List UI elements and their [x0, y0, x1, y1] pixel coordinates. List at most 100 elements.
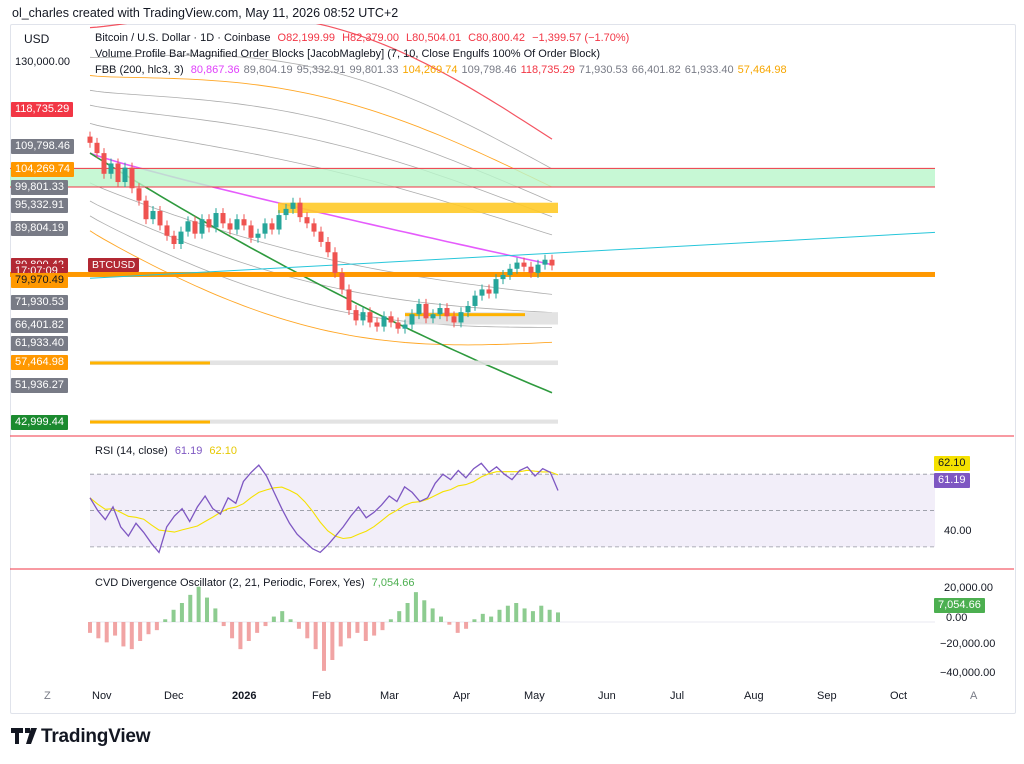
candle-body-14	[185, 221, 191, 232]
cvd-pane	[88, 586, 935, 671]
fbb-band-9	[89, 215, 552, 328]
time-tick-nov: Nov	[92, 690, 112, 702]
time-tick-jun: Jun	[598, 690, 616, 702]
cvd-bar-14	[205, 597, 209, 622]
candle-body-45	[402, 324, 408, 329]
rsi-ma-value: 62.10	[209, 445, 237, 457]
cvd-axis-20000: 20,000.00	[944, 582, 993, 594]
cvd-bar-2	[104, 622, 109, 643]
cvd-bar-45	[464, 622, 469, 629]
cvd-bar-46	[472, 619, 477, 622]
candle-body-31	[304, 217, 310, 224]
cvd-bar-37	[397, 611, 402, 622]
candle-body-61	[514, 262, 520, 269]
price-label-3: 104,269.74	[11, 161, 75, 177]
fbb-band-10	[89, 230, 553, 346]
candle-body-65	[542, 259, 548, 265]
rsi-current-label-text: 61.19	[938, 474, 966, 486]
fbb-band-5	[89, 54, 553, 170]
cvd-bar-48	[489, 616, 494, 622]
ohlc-high: H82,379.00	[342, 32, 399, 44]
cvd-bar-50	[505, 605, 510, 622]
candle-body-22	[241, 219, 247, 226]
fbb-band-6	[89, 24, 553, 140]
fbb-band-2	[89, 104, 553, 218]
legend-volume-profile[interactable]: Volume Profile Bar-Magnified Order Block…	[95, 48, 604, 60]
currency-label: USD	[24, 32, 50, 46]
cvd-bar-6	[138, 622, 143, 641]
cvd-bar-33	[363, 622, 368, 641]
price-label-11: 71,930.53	[11, 295, 68, 311]
candle-body-63	[528, 266, 534, 273]
candle-body-52	[451, 316, 457, 323]
candle-body-11	[164, 225, 170, 236]
cvd-value: 7,054.66	[371, 577, 415, 589]
auto-scale-button[interactable]: A	[970, 690, 978, 702]
cvd-bar-53	[530, 611, 535, 622]
cvd-bar-0	[88, 622, 92, 633]
cvd-legend[interactable]: CVD Divergence Oscillator (2, 21, Period…	[95, 577, 419, 589]
candle-body-5	[122, 167, 128, 183]
fbb-value-7: 71,930.53	[578, 64, 628, 76]
candle-body-40	[367, 312, 373, 323]
btcusd-tag-label: BTCUSD	[92, 259, 136, 271]
fbb-value-0: 80,867.36	[190, 64, 240, 76]
chart-credit: ol_charles created with TradingView.com,…	[12, 6, 399, 20]
cvd-bar-36	[388, 619, 393, 622]
candle-body-30	[297, 202, 303, 218]
rsi-legend[interactable]: RSI (14, close) 61.19 62.10	[95, 445, 241, 457]
cvd-bar-16	[221, 622, 226, 627]
candle-body-7	[136, 188, 142, 201]
currency-button[interactable]: USD	[20, 30, 54, 48]
rsi-value: 61.19	[174, 445, 203, 457]
candle-body-42	[381, 316, 387, 327]
cvd-bar-34	[372, 622, 377, 636]
cvd-bar-40	[422, 600, 427, 622]
candle-body-60	[507, 268, 513, 275]
candle-body-38	[353, 310, 359, 321]
candle-body-17	[206, 219, 212, 228]
order-block-2	[90, 360, 558, 366]
candle-body-27	[276, 215, 282, 230]
candle-body-39	[360, 312, 366, 321]
cvd-bar-27	[313, 622, 318, 650]
legend-symbol-row[interactable]: Bitcoin / U.S. Dollar · 1D · Coinbase O8…	[95, 32, 633, 44]
candle-body-44	[395, 322, 401, 329]
price-level-line	[10, 271, 935, 277]
cvd-bar-44	[455, 622, 460, 633]
price-label-0: 130,000.00	[15, 56, 71, 69]
candle-body-57	[486, 289, 492, 294]
cvd-bar-54	[539, 605, 544, 622]
price-label-1: 118,735.29	[11, 101, 74, 117]
time-tick-oct: Oct	[890, 690, 908, 702]
zoom-left-button[interactable]: Z	[44, 690, 51, 702]
legend-fbb[interactable]: FBB (200, hlc3, 3) 80,867.36 89,804.19 95,…	[95, 64, 791, 76]
time-tick-jul: Jul	[670, 690, 685, 702]
cvd-bar-29	[330, 622, 335, 660]
cvd-bar-4	[121, 622, 126, 647]
price-label-10: 79,970.49	[11, 272, 68, 288]
chart-canvas[interactable]	[10, 24, 1014, 712]
cvd-bar-18	[238, 622, 243, 650]
price-label-2: 109,798.46	[11, 138, 75, 154]
time-tick-may: May	[524, 690, 545, 702]
supply-zone	[10, 168, 935, 187]
pane-separators	[10, 435, 1014, 570]
cvd-bar-11	[179, 603, 184, 622]
cvd-bar-25	[296, 622, 301, 629]
cvd-bar-39	[413, 592, 418, 622]
candle-body-56	[479, 289, 485, 296]
candle-body-51	[444, 308, 450, 317]
candle-body-32	[311, 223, 317, 232]
time-tick-feb: Feb	[312, 690, 331, 702]
cvd-current-label-text: 7,054.66	[938, 599, 981, 611]
candle-body-47	[416, 303, 422, 315]
chart-frame	[10, 24, 1016, 714]
price-label-16: 42,999.44	[11, 414, 68, 430]
fbb-band-7	[89, 182, 553, 295]
fbb-band-4	[89, 75, 553, 188]
candle-body-41	[374, 322, 380, 327]
candle-body-36	[339, 272, 345, 290]
candle-body-28	[283, 208, 289, 216]
price-label-12: 66,401.82	[11, 317, 68, 333]
